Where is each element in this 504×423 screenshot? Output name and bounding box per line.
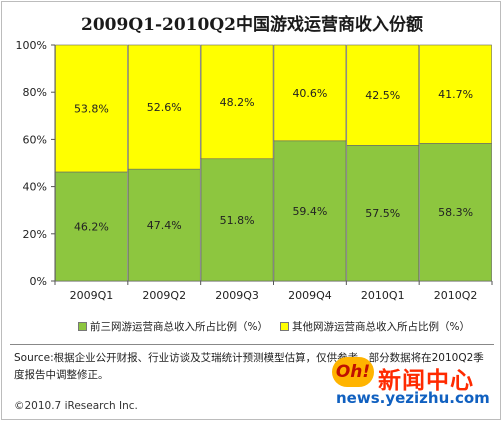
legend-label-others: 其他网游运营商总收入所占比例（%） <box>291 321 470 333</box>
data-label: 52.6% <box>147 101 182 114</box>
stacked-bar-chart: 0% 20% 40% 60% 80% 100% 46.2% 53.8% 2009Q1 47.4% 5… <box>16 39 493 302</box>
bar-segment-others <box>55 44 128 173</box>
y-tick-label: 20% <box>23 228 47 241</box>
bar-segment-top3 <box>346 145 420 282</box>
legend-label-top3: 前三网游运营商总收入所占比例（%） <box>90 321 268 333</box>
x-tick-label: 2010Q1 <box>361 289 405 302</box>
data-label: 42.5% <box>365 89 400 102</box>
y-tick-label: 40% <box>23 181 47 194</box>
chart-legend: 前三网游运营商总收入所占比例（%） 其他网游运营商总收入所占比例（%） <box>78 319 482 334</box>
watermark-url: news.yezizhu.com <box>336 389 490 407</box>
data-label: 58.3% <box>438 206 473 219</box>
data-label: 48.2% <box>220 96 255 109</box>
bar-segment-others <box>419 44 492 144</box>
data-label: 41.7% <box>438 88 473 101</box>
bar-segment-top3 <box>200 158 274 282</box>
data-label: 53.8% <box>74 102 109 115</box>
bar-segment-others <box>346 44 420 146</box>
y-tick-label: 80% <box>23 86 47 99</box>
bar-segment-others <box>127 44 201 170</box>
legend-swatch-others <box>279 322 289 331</box>
chart-title: 2009Q1-2010Q2中国游戏运营商收入份额 <box>81 15 423 35</box>
data-label: 47.4% <box>147 219 182 232</box>
y-tick-label: 60% <box>23 133 47 146</box>
y-tick-label: 100% <box>16 39 47 52</box>
bar-segment-top3 <box>273 140 347 282</box>
x-tick-label: 2009Q4 <box>288 289 332 302</box>
bar-segment-top3 <box>419 143 492 282</box>
data-label: 57.5% <box>365 207 400 220</box>
legend-item-top3: 前三网游运营商总收入所占比例（%） <box>78 319 268 334</box>
y-tick-label: 0% <box>30 275 47 288</box>
bar-segment-others <box>273 44 347 142</box>
x-tick-label: 2010Q2 <box>434 289 478 302</box>
footer-divider <box>10 344 494 345</box>
legend-item-others: 其他网游运营商总收入所占比例（%） <box>279 319 470 334</box>
x-tick-label: 2009Q3 <box>215 289 259 302</box>
data-label: 51.8% <box>220 214 255 227</box>
watermark-logo-mark: Oh! <box>332 357 374 387</box>
data-label: 40.6% <box>292 87 327 100</box>
data-label: 59.4% <box>292 205 327 218</box>
data-label: 46.2% <box>74 220 109 233</box>
bar-segment-others <box>200 44 274 160</box>
watermark-logo-text: 新闻中心 <box>378 368 474 394</box>
copyright: ©2010.7 iResearch Inc. <box>14 400 138 412</box>
legend-swatch-top3 <box>78 322 87 331</box>
x-tick-label: 2009Q1 <box>70 289 114 302</box>
x-tick-label: 2009Q2 <box>142 289 186 302</box>
